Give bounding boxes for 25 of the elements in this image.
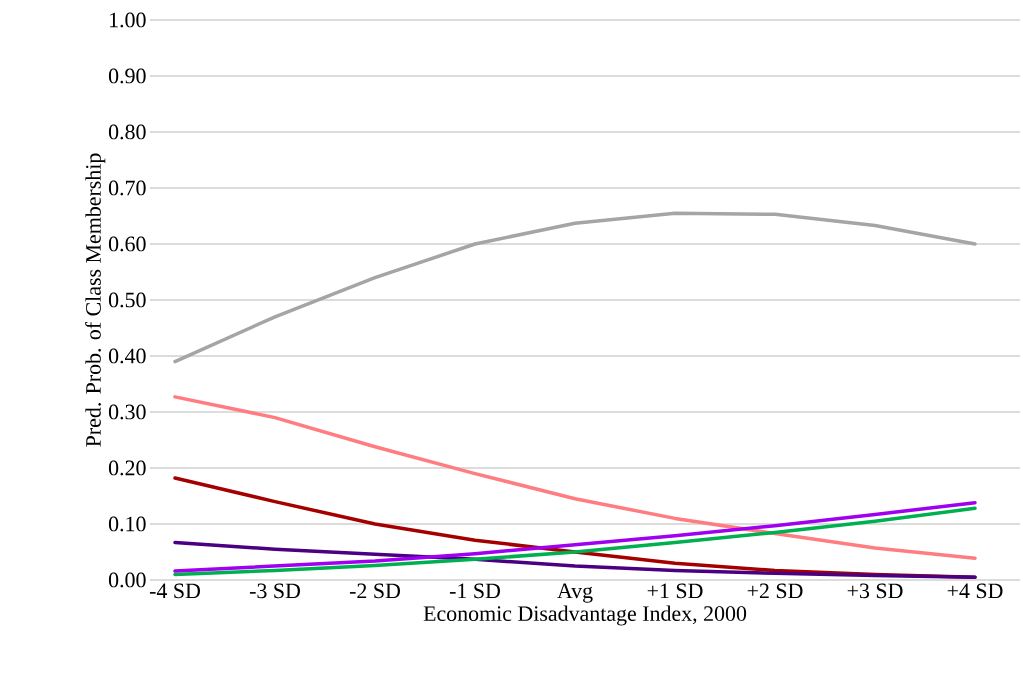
y-tick-label: 0.00 xyxy=(108,572,146,588)
x-tick-label: -2 SD xyxy=(349,583,400,599)
y-tick-label: 0.10 xyxy=(108,516,146,532)
y-tick-label: 0.60 xyxy=(108,236,146,252)
line-series xyxy=(173,540,977,579)
y-tick-label: 0.80 xyxy=(108,124,146,140)
y-tick-label: 0.50 xyxy=(108,292,146,308)
y-tick-label: 0.90 xyxy=(108,68,146,84)
x-tick-label: +3 SD xyxy=(847,583,903,599)
y-tick-label: 0.20 xyxy=(108,460,146,476)
y-tick-label: 0.30 xyxy=(108,404,146,420)
x-tick-label: -4 SD xyxy=(149,583,200,599)
y-tick-label: 0.70 xyxy=(108,180,146,196)
y-tick-label: 0.40 xyxy=(108,348,146,364)
x-tick-label: Avg xyxy=(557,583,593,603)
line-series xyxy=(173,211,977,364)
x-tick-label: -3 SD xyxy=(249,583,300,599)
line-series xyxy=(173,395,977,560)
x-tick-label: +4 SD xyxy=(947,583,1003,599)
y-axis-title: Pred. Prob. of Class Membership xyxy=(85,153,106,447)
y-tick-label: 1.00 xyxy=(110,12,146,28)
x-axis-title: Economic Disadvantage Index, 2000 xyxy=(423,605,747,626)
x-tick-label: +1 SD xyxy=(647,583,703,599)
x-tick-label: +2 SD xyxy=(747,583,803,599)
x-tick-label: -1 SD xyxy=(449,583,500,599)
